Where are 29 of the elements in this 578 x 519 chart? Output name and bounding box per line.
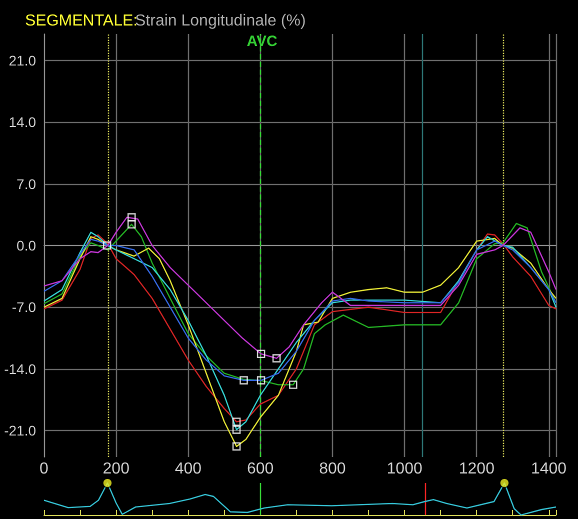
chart-subtitle: Strain Longitudinale (%) bbox=[135, 12, 306, 30]
y-tick-label: 0.0 bbox=[16, 238, 36, 254]
point bbox=[232, 418, 241, 426]
x-tick-label: 0 bbox=[40, 460, 49, 478]
x-tick-label: 600 bbox=[246, 460, 274, 478]
y-tick-label: -7.0 bbox=[12, 299, 36, 316]
point bbox=[127, 213, 136, 222]
ref-line-label: AVC bbox=[246, 33, 278, 50]
y-tick-label: 21.0 bbox=[8, 52, 36, 68]
x-tick-label: 400 bbox=[174, 460, 202, 478]
point bbox=[127, 220, 136, 228]
point bbox=[272, 354, 281, 362]
y-tick-label: 7.0 bbox=[16, 176, 36, 192]
x-tick-label: 200 bbox=[102, 460, 130, 478]
x-tick-label: 1200 bbox=[458, 460, 495, 478]
x-tick-label: 1400 bbox=[530, 460, 567, 478]
point bbox=[232, 426, 241, 434]
y-tick-label: -14.0 bbox=[4, 360, 36, 377]
point bbox=[102, 241, 112, 250]
point bbox=[289, 380, 298, 389]
point bbox=[256, 376, 266, 384]
y-tick-label: -21.0 bbox=[4, 422, 36, 439]
point bbox=[256, 350, 266, 358]
x-tick-label: 1000 bbox=[386, 460, 422, 478]
point bbox=[232, 442, 241, 451]
chart-title: SEGMENTALE: bbox=[25, 12, 138, 30]
x-tick-label: 800 bbox=[319, 460, 346, 478]
point bbox=[240, 376, 248, 384]
y-tick-label: 14.0 bbox=[8, 114, 36, 130]
